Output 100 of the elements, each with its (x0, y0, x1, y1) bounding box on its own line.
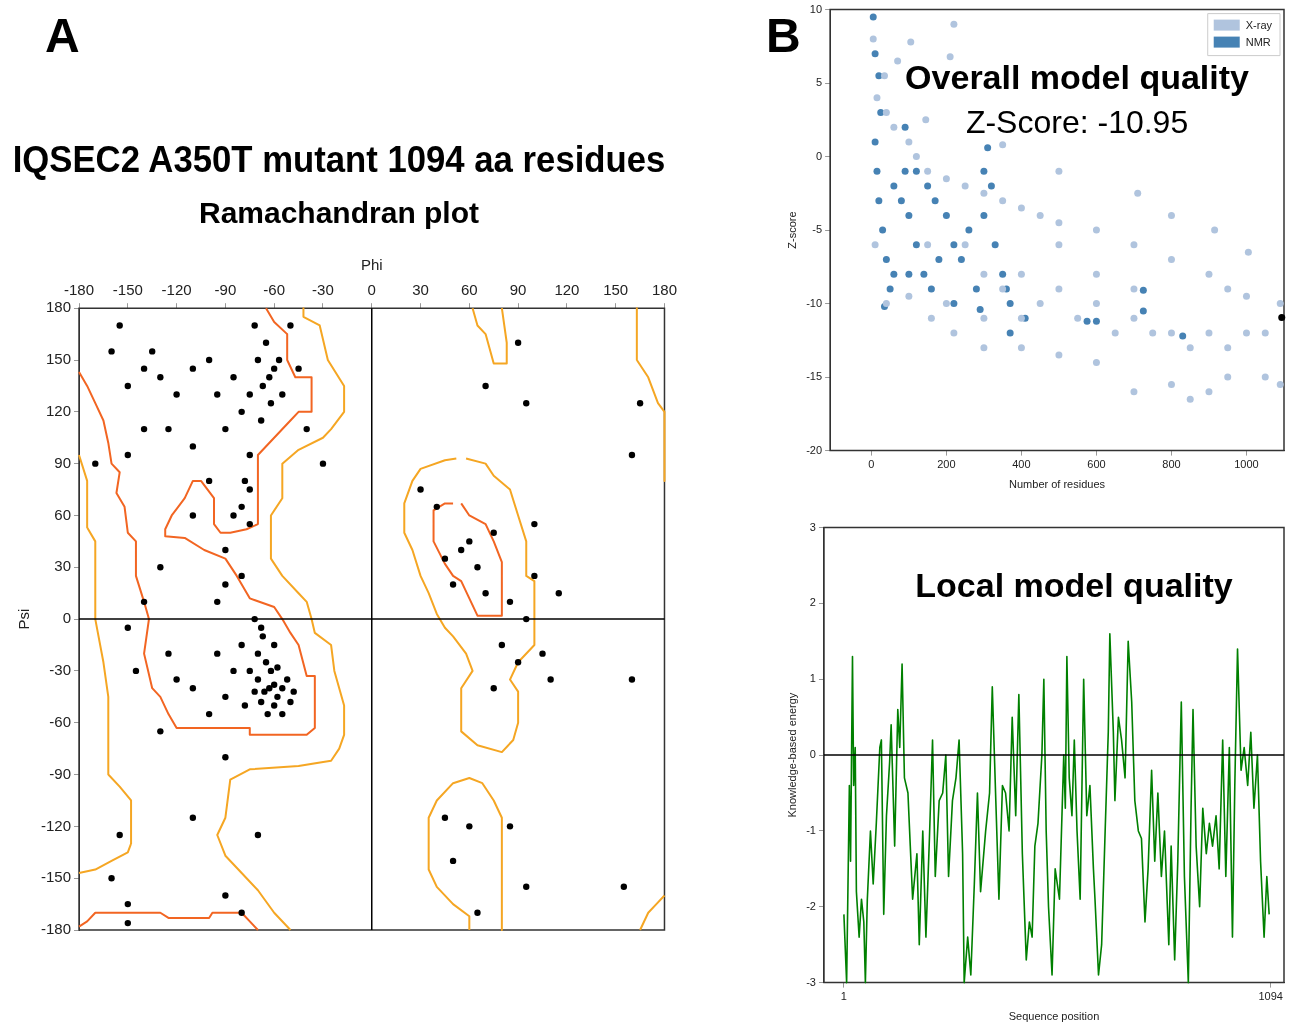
point (942, 211, 950, 219)
point (905, 211, 913, 219)
point (965, 226, 973, 234)
text: A (45, 9, 80, 62)
legend-label: X-ray (1245, 18, 1273, 31)
x-tick-label: 60 (460, 281, 478, 299)
y-tick-label: 1 (809, 672, 816, 685)
point (1083, 317, 1091, 325)
y-axis-title: Z-score (785, 211, 798, 249)
x-tick-label: 200 (937, 458, 956, 471)
legend-label: NMR (1245, 35, 1271, 48)
y-axis-title: Knowledge-based energy (785, 692, 798, 818)
x-axis-title: Sequence position (1008, 1010, 1100, 1023)
point (875, 72, 883, 80)
x-tick-label: -60 (263, 281, 286, 299)
point (912, 167, 920, 175)
point (957, 256, 965, 263)
y-tick-label: 60 (54, 505, 72, 523)
point (924, 182, 932, 190)
point (1006, 329, 1014, 337)
y-tick-label: -3 (806, 975, 816, 988)
point (879, 226, 887, 234)
x-tick-label: 0 (868, 458, 875, 471)
x-axis-title: Phi (360, 256, 383, 274)
y-tick-label: -30 (49, 661, 72, 679)
point (886, 285, 894, 293)
y-tick-label: 2 (809, 596, 816, 609)
point (1092, 317, 1100, 325)
point (999, 270, 1007, 278)
x-tick-label: -120 (161, 281, 192, 299)
point (901, 123, 909, 131)
x-tick-label: 800 (1162, 458, 1181, 471)
point (1278, 314, 1286, 322)
x-tick-label: 0 (367, 281, 376, 299)
y-tick-label: -10 (806, 296, 823, 309)
text: Local model quality (915, 565, 1233, 604)
y-tick-label: -1 (806, 823, 816, 836)
point (890, 270, 898, 278)
point (950, 241, 958, 249)
point (1006, 300, 1014, 308)
point (890, 182, 898, 190)
x-tick-label: -150 (112, 281, 143, 299)
point (984, 144, 992, 152)
y-tick-label: 0 (815, 149, 823, 162)
point (871, 50, 879, 58)
y-tick-label: -15 (806, 370, 823, 383)
point (877, 109, 885, 116)
point (873, 167, 881, 175)
y-axis-title: Psi (15, 608, 33, 630)
y-tick-label: 3 (809, 520, 816, 533)
y-tick-label: -120 (40, 816, 72, 834)
point (931, 197, 939, 205)
point (927, 285, 935, 293)
point (920, 270, 928, 278)
point (1139, 286, 1147, 294)
y-tick-label: 30 (54, 557, 72, 575)
y-tick-label: -180 (40, 920, 72, 938)
x-tick-label: -90 (214, 281, 237, 299)
chart-title: IQSEC2 A350T mutant 1094 aa residues (12, 138, 666, 179)
point (871, 138, 879, 146)
x-tick-label: 600 (1087, 458, 1106, 471)
y-tick-label: -90 (49, 764, 72, 782)
x-tick-label: 1000 (1234, 458, 1259, 471)
y-tick-label: -20 (806, 443, 823, 456)
x-tick-label: 120 (554, 281, 580, 299)
y-tick-label: -2 (806, 899, 816, 912)
y-tick-label: -60 (49, 712, 72, 730)
point (935, 256, 943, 263)
point (976, 305, 984, 313)
y-tick-label: -5 (812, 223, 823, 236)
point (897, 197, 905, 205)
point (1139, 307, 1147, 315)
point (972, 285, 980, 293)
x-tick-label: 1094 (1258, 990, 1283, 1003)
x-tick-label: -30 (312, 281, 334, 299)
text: Z-Score: -10.95 (965, 104, 1189, 141)
x-tick-label: 400 (1012, 458, 1031, 471)
y-tick-label: 120 (45, 401, 72, 419)
point (901, 167, 909, 175)
point (991, 241, 999, 249)
point (980, 211, 988, 219)
y-tick-label: -150 (40, 868, 72, 886)
y-tick-label: 0 (809, 748, 816, 761)
y-tick-label: 180 (45, 298, 72, 316)
x-tick-label: 30 (412, 281, 429, 299)
point (980, 167, 988, 175)
point (987, 182, 995, 190)
y-tick-label: 10 (809, 2, 823, 15)
x-axis-title: Number of residues (1009, 478, 1106, 491)
point (905, 270, 913, 278)
text: Overall model quality (905, 57, 1250, 96)
point (882, 256, 890, 263)
point (875, 197, 883, 205)
x-tick-label: 90 (509, 281, 527, 299)
y-tick-label: 0 (62, 609, 72, 627)
point (950, 300, 958, 308)
text: B (766, 9, 801, 62)
y-tick-label: 150 (45, 350, 72, 368)
y-tick-label: 5 (815, 76, 823, 89)
chart-subtitle: Ramachandran plot (198, 196, 480, 230)
